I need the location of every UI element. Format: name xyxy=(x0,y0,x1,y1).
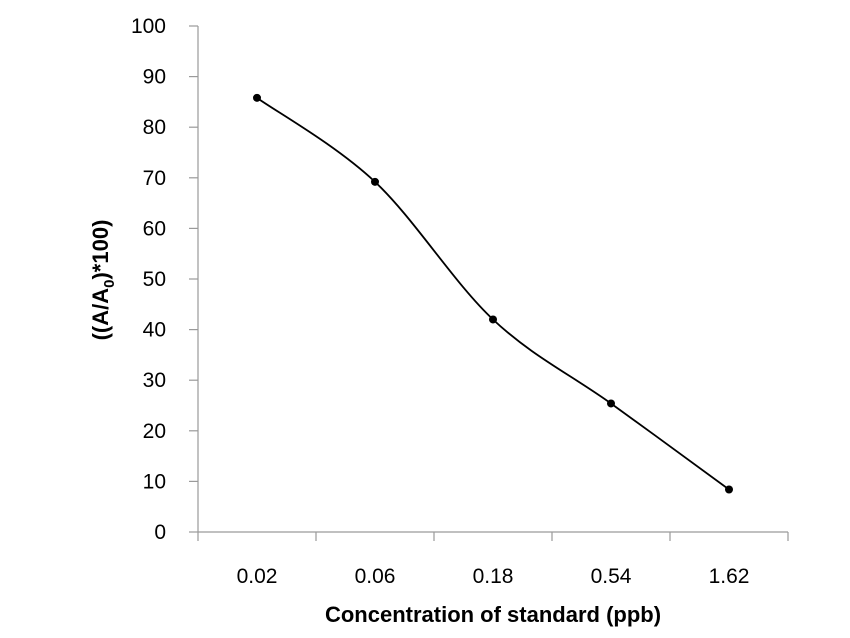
y-tick-label: 0 xyxy=(154,521,166,544)
x-tick-label: 0.06 xyxy=(355,565,396,588)
y-axis-title-subscript: 0 xyxy=(101,280,118,288)
y-tick-label: 90 xyxy=(143,66,166,89)
y-tick-label: 100 xyxy=(131,15,166,38)
y-ticks: 0 10 20 30 40 50 60 70 80 90 100 xyxy=(131,15,198,544)
y-tick-label: 50 xyxy=(143,268,166,291)
y-tick-label: 30 xyxy=(143,369,166,392)
axes xyxy=(197,26,788,533)
series-line xyxy=(256,97,730,491)
x-tick-label: 0.02 xyxy=(237,565,278,588)
data-point xyxy=(725,485,733,494)
y-tick-label: 10 xyxy=(143,470,166,493)
y-tick-label: 80 xyxy=(143,116,166,139)
y-axis-title-prefix: ((A/A xyxy=(88,288,113,341)
data-point xyxy=(607,399,615,408)
y-tick-label: 70 xyxy=(143,167,166,190)
x-tick-label: 1.62 xyxy=(709,565,750,588)
x-axis-title: Concentration of standard (ppb) xyxy=(325,602,661,627)
y-tick-label: 60 xyxy=(143,217,166,240)
y-tick-label: 20 xyxy=(143,420,166,443)
y-axis-title: ((A/A0)*100) xyxy=(88,220,118,341)
x-ticks: 0.02 0.06 0.18 0.54 1.62 xyxy=(197,532,789,588)
x-tick-label: 0.18 xyxy=(473,565,514,588)
data-markers xyxy=(253,93,733,494)
y-tick-label: 40 xyxy=(143,319,166,342)
data-point xyxy=(489,315,497,324)
y-axis-title-suffix: )*100) xyxy=(88,220,113,280)
data-point xyxy=(371,177,379,186)
data-point xyxy=(253,93,261,102)
x-tick-label: 0.54 xyxy=(591,565,632,588)
